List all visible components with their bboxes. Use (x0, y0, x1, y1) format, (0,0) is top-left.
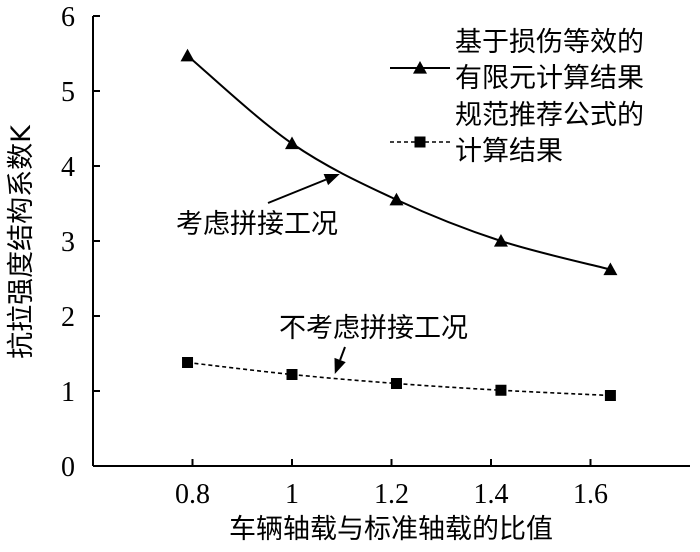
y-tick-label: 6 (61, 2, 75, 33)
series-1-point (603, 262, 618, 276)
series-1-point (180, 48, 195, 62)
annotation-1-label: 考虑拼接工况 (176, 209, 338, 240)
legend-series-1-marker (413, 61, 427, 74)
y-tick-label: 1 (61, 377, 75, 408)
series-1-point (285, 136, 299, 150)
x-tick-label: 1.2 (374, 479, 409, 510)
series-2-point (495, 384, 507, 396)
x-tick-label: 1.6 (573, 479, 608, 510)
series-1-point (389, 192, 404, 206)
annotation-2-label: 不考虑拼接工况 (279, 313, 468, 344)
series-2-point (604, 390, 616, 401)
annotation-2-arrow (334, 346, 346, 374)
y-tick-label: 0 (61, 452, 75, 483)
y-tick-label: 3 (61, 227, 75, 258)
legend-series-2-key (390, 136, 450, 148)
axes: 0 1 2 3 4 5 6 0.8 1 1.2 1.4 1.6 (61, 2, 690, 510)
x-tick-label: 1 (285, 479, 299, 510)
legend-series-2-marker (414, 136, 426, 148)
annotation-1-arrow-shaft (267, 178, 327, 204)
annotation-2-arrow-head (334, 357, 346, 374)
series-1-point (493, 234, 508, 247)
series-2-point (390, 378, 402, 389)
annotation-1-arrow (267, 174, 340, 204)
x-axis-title: 车辆轴载与标准轴载的比值 (229, 514, 553, 545)
series-2-point (182, 357, 194, 368)
legend: 基于损伤等效的 有限元计算结果 规范推荐公式的 计算结果 (390, 27, 644, 167)
series-1 (180, 48, 618, 276)
legend-series-1-label-line-2: 有限元计算结果 (455, 63, 644, 94)
annotation-1-arrow-head (323, 174, 340, 186)
legend-series-2-label-line-1: 规范推荐公式的 (455, 100, 644, 131)
legend-series-2-label-line-2: 计算结果 (455, 136, 563, 167)
legend-series-1-key (390, 61, 450, 74)
x-tick-label: 0.8 (175, 479, 210, 510)
y-tick-label: 4 (61, 152, 75, 183)
y-axis-title: 抗拉强度结构系数K (6, 124, 37, 359)
annotation-2-arrow-shaft (339, 346, 346, 361)
y-tick-label: 2 (61, 302, 75, 333)
series-2 (182, 357, 616, 401)
series-layer (180, 48, 618, 401)
y-tick-label: 5 (61, 77, 75, 108)
annotation-layer: 考虑拼接工况 不考虑拼接工况 (176, 174, 468, 374)
legend-series-1-label-line-1: 基于损伤等效的 (455, 27, 644, 58)
series-2-point (286, 369, 298, 380)
x-tick-label: 1.4 (474, 479, 509, 510)
